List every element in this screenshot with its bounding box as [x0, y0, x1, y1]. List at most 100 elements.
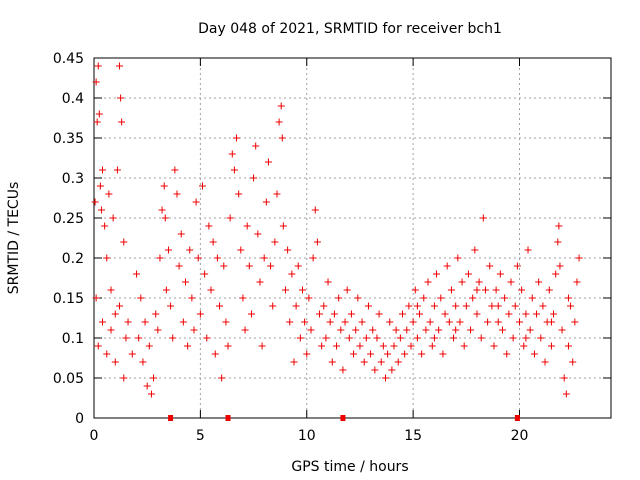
data-point — [158, 206, 166, 214]
plot-frame — [93, 57, 612, 419]
data-point — [467, 326, 475, 334]
data-point — [243, 222, 251, 230]
data-point — [305, 294, 313, 302]
x-tick-label: 5 — [196, 428, 205, 444]
data-point — [294, 262, 302, 270]
data-point — [350, 350, 358, 358]
data-point — [139, 358, 147, 366]
baseline-marker — [225, 415, 231, 421]
data-point — [105, 190, 113, 198]
x-tick-label: 15 — [404, 428, 422, 444]
data-point — [464, 270, 472, 278]
data-point — [456, 318, 464, 326]
data-point — [226, 214, 234, 222]
data-point — [384, 350, 392, 358]
data-point — [341, 318, 349, 326]
y-tick-label: 0.25 — [53, 211, 84, 227]
y-tick-label: 0.05 — [53, 371, 84, 387]
data-point — [424, 278, 432, 286]
data-point — [375, 310, 383, 318]
data-point — [262, 198, 270, 206]
data-point — [335, 294, 343, 302]
data-point — [507, 278, 515, 286]
data-point — [264, 158, 272, 166]
data-point — [452, 302, 460, 310]
data-point — [401, 350, 409, 358]
data-point — [452, 326, 460, 334]
data-point — [296, 334, 304, 342]
data-point — [260, 254, 268, 262]
data-point — [103, 254, 111, 262]
data-point — [164, 246, 172, 254]
data-points — [91, 62, 583, 398]
data-point — [150, 374, 158, 382]
data-point — [447, 286, 455, 294]
data-point — [498, 326, 506, 334]
data-point — [473, 286, 481, 294]
data-point — [286, 318, 294, 326]
data-point — [181, 278, 189, 286]
data-point — [254, 230, 262, 238]
data-point — [462, 302, 470, 310]
data-point — [184, 342, 192, 350]
data-point — [241, 326, 249, 334]
data-point — [233, 134, 241, 142]
data-point — [239, 294, 247, 302]
data-point — [173, 190, 181, 198]
data-point — [369, 326, 377, 334]
data-point — [373, 334, 381, 342]
data-point — [118, 118, 126, 126]
data-point — [213, 254, 221, 262]
data-point — [324, 278, 332, 286]
data-point — [209, 238, 217, 246]
data-point — [554, 238, 562, 246]
data-point — [145, 342, 153, 350]
data-point — [422, 326, 430, 334]
x-axis-label: GPS time / hours — [291, 459, 408, 475]
data-point — [192, 198, 200, 206]
data-point — [494, 318, 502, 326]
data-point — [318, 342, 326, 350]
y-tick-label: 0.4 — [62, 91, 84, 107]
data-point — [218, 374, 226, 382]
data-point — [256, 278, 264, 286]
data-point — [377, 358, 385, 366]
data-point — [484, 318, 492, 326]
data-point — [179, 318, 187, 326]
data-point — [555, 222, 563, 230]
y-tick-label: 0.2 — [62, 251, 84, 267]
data-point — [418, 350, 426, 358]
data-point — [235, 190, 243, 198]
data-point — [437, 294, 445, 302]
data-point — [443, 262, 451, 270]
data-point — [469, 294, 477, 302]
x-tick-label: 20 — [511, 428, 529, 444]
data-point — [501, 294, 509, 302]
data-point — [403, 326, 411, 334]
data-point — [273, 190, 281, 198]
data-point — [199, 182, 207, 190]
data-point — [99, 318, 107, 326]
data-point — [101, 222, 109, 230]
data-point — [137, 294, 145, 302]
data-point — [116, 302, 124, 310]
data-point — [516, 318, 524, 326]
data-point — [196, 310, 204, 318]
data-point — [420, 294, 428, 302]
data-point — [513, 262, 521, 270]
data-point — [564, 342, 572, 350]
data-point — [288, 270, 296, 278]
data-point — [539, 302, 547, 310]
data-point — [520, 342, 528, 350]
data-point — [250, 174, 258, 182]
data-point — [426, 318, 434, 326]
data-point — [569, 358, 577, 366]
data-point — [258, 342, 266, 350]
data-point — [571, 318, 579, 326]
data-point — [343, 286, 351, 294]
data-point — [541, 358, 549, 366]
data-point — [488, 302, 496, 310]
data-point — [533, 310, 541, 318]
data-point — [486, 262, 494, 270]
